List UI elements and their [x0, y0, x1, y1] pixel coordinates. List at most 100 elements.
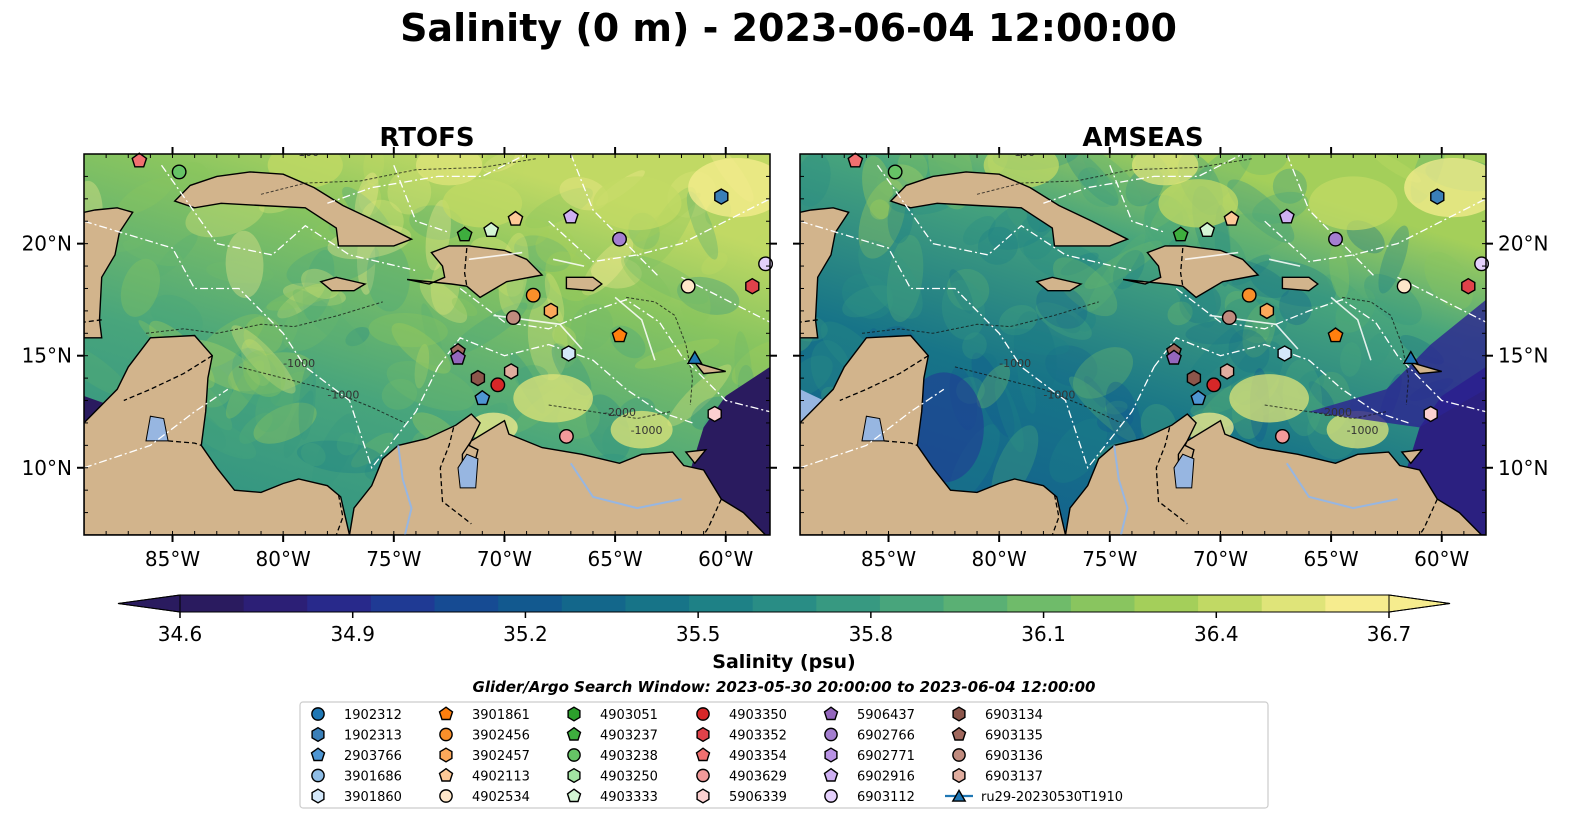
legend-item[interactable]: 4903354 [695, 747, 787, 764]
observation-marker[interactable] [503, 363, 519, 380]
legend-item[interactable]: 6903134 [952, 706, 1043, 723]
observation-marker[interactable] [745, 277, 760, 295]
observation-marker[interactable] [171, 164, 187, 180]
country-border [884, 440, 918, 447]
observation-marker[interactable] [505, 310, 521, 326]
observation-marker[interactable] [525, 287, 541, 303]
observation-marker[interactable] [474, 389, 491, 406]
legend-label: 6902916 [857, 770, 915, 785]
legend-marker [696, 707, 710, 721]
eez-boundary [468, 251, 523, 261]
legend-item[interactable]: 6903136 [952, 748, 1043, 764]
observation-marker[interactable] [561, 345, 576, 362]
legend-item[interactable]: 4903352 [696, 726, 787, 744]
legend-item[interactable]: 6902771 [824, 747, 915, 764]
observation-marker[interactable] [1221, 310, 1237, 326]
legend-item[interactable]: 3901686 [311, 768, 402, 785]
contour-label: -1000 [631, 424, 663, 437]
observation-marker[interactable] [1172, 226, 1189, 242]
colorbar-segment [498, 595, 563, 612]
observation-marker[interactable] [1274, 428, 1290, 444]
observation-marker[interactable] [1165, 349, 1182, 365]
legend-item[interactable]: 6902916 [823, 767, 915, 785]
y-tick-label: 15°N [22, 344, 72, 368]
colorbar-tick-label: 34.9 [330, 622, 375, 646]
colorbar-segment [625, 595, 690, 612]
legend-label: 6902766 [857, 729, 915, 744]
observation-marker[interactable] [847, 152, 864, 168]
observation-marker[interactable] [680, 278, 696, 294]
legend-item[interactable]: 4903250 [567, 767, 658, 785]
observation-marker[interactable] [887, 164, 903, 180]
colorbar-segment [816, 595, 881, 612]
observation-marker[interactable] [1396, 278, 1412, 294]
bathymetry-contour [1264, 404, 1387, 420]
observation-marker[interactable] [456, 226, 473, 242]
observation-marker[interactable] [562, 208, 579, 224]
observation-marker[interactable] [1327, 327, 1344, 343]
legend-item[interactable]: 4902113 [438, 767, 530, 785]
legend-item[interactable]: 4903237 [566, 726, 658, 744]
observation-marker[interactable] [758, 256, 774, 272]
observation-marker[interactable] [1278, 208, 1295, 224]
observation-marker[interactable] [449, 349, 466, 365]
observation-marker[interactable] [1186, 369, 1202, 387]
eez-boundary [1268, 258, 1301, 267]
observation-marker[interactable] [1423, 405, 1438, 423]
observation-marker[interactable] [1199, 221, 1216, 238]
amseas-panel: -100 -1000 -2000 -1000 -1000 85°W 80°W 75°W 70°W… [793, 123, 1548, 571]
salinity-field: -100 -1000 -2000 -1000 -1000 [84, 154, 770, 535]
legend-item[interactable]: 3901860 [311, 788, 402, 805]
observation-marker[interactable] [1402, 350, 1419, 365]
legend-item[interactable]: 3901861 [438, 706, 530, 723]
legend-item[interactable]: 4903333 [566, 788, 658, 805]
landmass [1408, 361, 1442, 375]
legend-item[interactable]: 6903135 [951, 726, 1043, 744]
x-tick-label: 75°W [366, 547, 421, 571]
legend-item[interactable]: 6903137 [952, 767, 1043, 785]
legend-item[interactable]: 5906437 [823, 706, 915, 723]
legend-item[interactable]: 4902534 [439, 789, 530, 805]
observation-marker[interactable] [1277, 345, 1292, 362]
observation-marker[interactable] [707, 405, 722, 423]
legend-item[interactable]: 4903238 [567, 748, 658, 764]
observation-marker[interactable] [490, 377, 506, 393]
observation-marker[interactable] [1259, 302, 1275, 320]
observation-marker[interactable] [1223, 210, 1240, 226]
landmass [319, 276, 367, 292]
observation-marker[interactable] [507, 210, 524, 226]
legend-item[interactable]: 6903112 [824, 789, 915, 805]
legend-item[interactable]: 6902766 [824, 727, 915, 744]
observation-marker[interactable] [470, 369, 486, 387]
landmass [1281, 276, 1319, 292]
observation-marker[interactable] [558, 428, 574, 444]
observation-marker[interactable] [131, 152, 148, 168]
observation-marker[interactable] [611, 327, 628, 343]
observation-marker[interactable] [1328, 231, 1343, 247]
observation-marker[interactable] [1190, 389, 1207, 406]
legend-item[interactable]: 3902456 [439, 727, 530, 744]
observation-marker[interactable] [543, 302, 559, 320]
observation-marker[interactable] [1474, 256, 1490, 272]
observation-marker[interactable] [1430, 188, 1445, 205]
observation-marker[interactable] [612, 231, 627, 247]
observation-marker[interactable] [483, 221, 500, 238]
legend-item[interactable]: 1902312 [311, 707, 402, 723]
legend-item[interactable]: 2903766 [310, 747, 402, 764]
observation-marker[interactable] [1461, 277, 1476, 295]
colorbar-tick-label: 35.8 [849, 622, 894, 646]
observation-marker[interactable] [1241, 287, 1257, 303]
legend-item[interactable]: 3902457 [439, 747, 530, 764]
legend-marker [311, 707, 325, 721]
observation-marker[interactable] [686, 350, 703, 365]
observation-marker[interactable] [1206, 377, 1222, 393]
legend-item[interactable]: 1902313 [311, 726, 402, 744]
legend-item[interactable]: 4903629 [696, 768, 787, 785]
legend-item[interactable]: 4903051 [567, 706, 658, 723]
legend-label: 4903350 [729, 708, 787, 723]
legend-item[interactable]: ru29-20230530T1910 [945, 789, 1123, 805]
observation-marker[interactable] [1219, 363, 1235, 380]
legend-item[interactable]: 5906339 [696, 788, 787, 805]
observation-marker[interactable] [714, 188, 729, 205]
legend-item[interactable]: 4903350 [696, 707, 787, 723]
